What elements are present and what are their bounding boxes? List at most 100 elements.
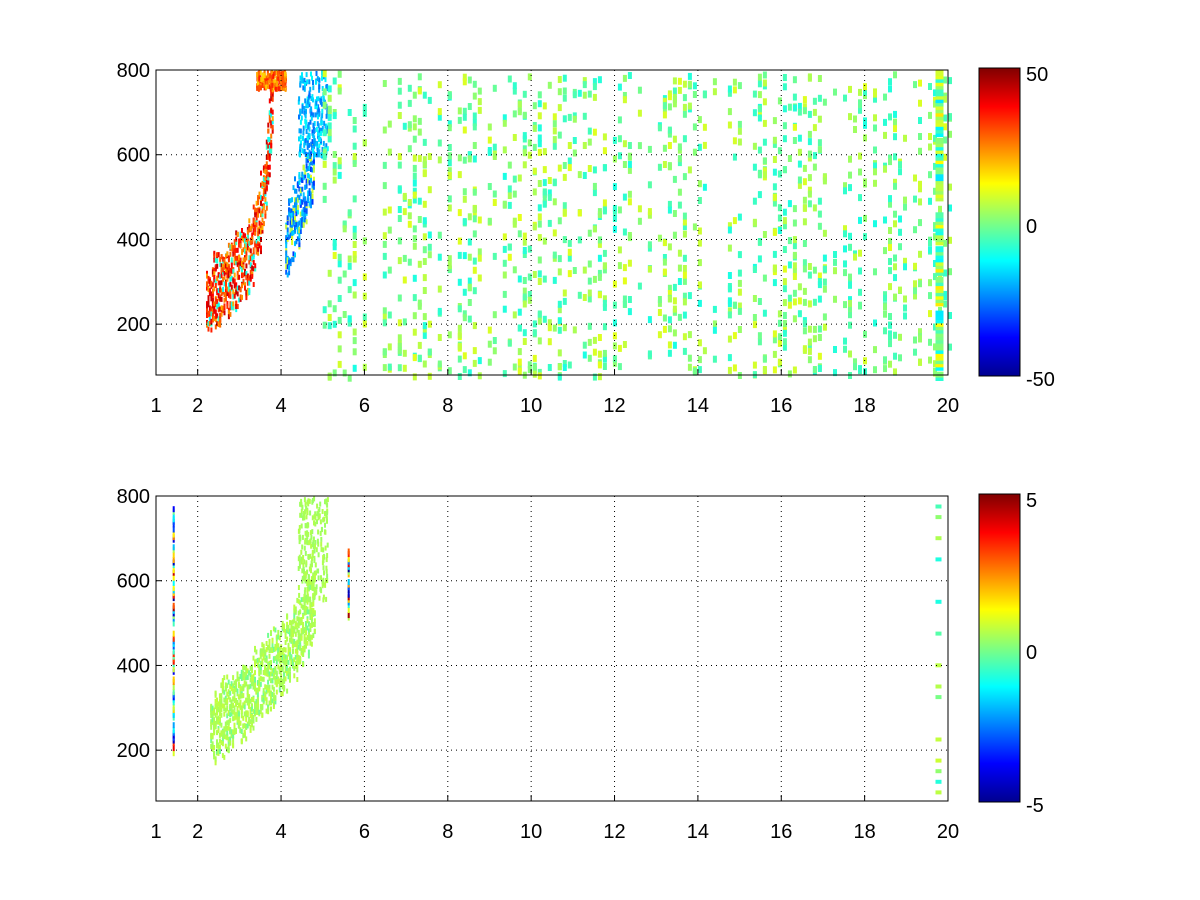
heatmap-cell: [547, 193, 552, 201]
heatmap-cell: [302, 626, 305, 632]
heatmap-cell: [298, 195, 301, 201]
heatmap-cell: [712, 320, 717, 328]
heatmap-cell: [582, 91, 587, 99]
heatmap-cell: [243, 704, 246, 710]
heatmap-cell: [229, 311, 232, 317]
heatmap-cell: [457, 373, 462, 380]
heatmap-cell: [211, 317, 214, 323]
heatmap-cell: [277, 634, 280, 640]
heatmap-cell: [304, 152, 307, 157]
heatmap-cell: [935, 361, 944, 368]
heatmap-cell: [522, 287, 527, 295]
heatmap-cell: [302, 563, 305, 569]
heatmap-cell: [752, 90, 757, 98]
heatmap-cell: [332, 252, 337, 259]
heatmap-cell: [316, 568, 319, 574]
heatmap-cell: [848, 171, 852, 179]
heatmap-cell: [239, 690, 242, 696]
heatmap-cell: [267, 154, 270, 160]
heatmap-cell: [239, 720, 242, 726]
heatmap-cell: [278, 669, 281, 674]
heatmap-cell: [682, 110, 687, 118]
heatmap-cell: [337, 276, 342, 284]
heatmap-cell: [214, 698, 217, 704]
heatmap-cell: [272, 626, 275, 632]
heatmap-cell: [292, 211, 295, 216]
heatmap-cell: [254, 220, 257, 226]
heatmap-cell: [172, 648, 175, 655]
heatmap-cell: [447, 367, 452, 375]
heatmap-cell: [219, 312, 222, 318]
heatmap-cell: [252, 259, 255, 265]
heatmap-cell: [517, 275, 522, 283]
heatmap-cell: [427, 372, 432, 380]
heatmap-cell: [283, 678, 286, 684]
heatmap-cell: [285, 257, 288, 263]
heatmap-cell: [249, 706, 252, 712]
heatmap-cell: [592, 348, 597, 356]
heatmap-cell: [249, 276, 252, 282]
heatmap-cell: [272, 701, 275, 707]
heatmap-cell: [288, 208, 291, 214]
heatmap-cell: [863, 178, 867, 186]
heatmap-cell: [298, 96, 301, 102]
heatmap-cell: [232, 683, 235, 689]
heatmap-cell: [208, 288, 211, 294]
heatmap-cell: [242, 278, 245, 284]
heatmap-cell: [223, 703, 226, 709]
heatmap-cell: [245, 251, 248, 257]
heatmap-cell: [302, 125, 305, 131]
heatmap-cell: [697, 299, 702, 307]
heatmap-cell: [427, 348, 432, 356]
heatmap-cell: [312, 148, 314, 154]
heatmap-cell: [324, 529, 327, 535]
heatmap-cell: [316, 147, 319, 153]
heatmap-cell: [245, 275, 248, 280]
heatmap-cell: [302, 629, 305, 635]
heatmap-cell: [362, 363, 367, 371]
heatmap-cell: [316, 141, 319, 147]
heatmap-cell: [918, 335, 922, 343]
y-tick-label: 600: [117, 145, 150, 167]
heatmap-cell: [853, 358, 857, 366]
heatmap-cell: [457, 107, 462, 115]
heatmap-cell: [291, 224, 294, 230]
heatmap-cell: [311, 199, 314, 205]
heatmap-cell: [417, 216, 422, 223]
heatmap-cell: [232, 675, 235, 681]
heatmap-cell: [873, 168, 877, 176]
heatmap-cell: [229, 704, 232, 709]
heatmap-cell: [362, 292, 367, 300]
heatmap-cell: [208, 309, 211, 314]
heatmap-cell: [252, 676, 255, 682]
heatmap-cell: [898, 333, 902, 341]
heatmap-cell: [933, 100, 937, 108]
heatmap-cell: [622, 74, 627, 82]
heatmap-cell: [502, 271, 507, 279]
heatmap-cell: [308, 164, 311, 170]
heatmap-cell: [327, 129, 332, 137]
heatmap-cell: [172, 684, 175, 691]
heatmap-cell: [777, 204, 782, 212]
heatmap-cell: [692, 82, 697, 90]
heatmap-cell: [227, 725, 230, 731]
heatmap-cell: [752, 266, 757, 273]
heatmap-cell: [274, 676, 277, 681]
heatmap-cell: [327, 109, 332, 117]
heatmap-cell: [295, 198, 298, 204]
heatmap-cell: [235, 687, 237, 693]
heatmap-cell: [537, 278, 542, 285]
heatmap-cell: [903, 257, 907, 265]
heatmap-cell: [322, 88, 327, 96]
heatmap-cell: [210, 319, 213, 325]
heatmap-cell: [407, 99, 412, 107]
heatmap-cell: [287, 642, 290, 648]
heatmap-cell: [843, 269, 847, 277]
heatmap-cell: [308, 102, 311, 108]
heatmap-cell: [223, 733, 226, 739]
heatmap-cell: [903, 304, 907, 312]
heatmap-cell: [206, 303, 208, 309]
heatmap-cell: [943, 95, 947, 103]
heatmap-cell: [257, 196, 260, 202]
heatmap-cell: [294, 641, 297, 647]
